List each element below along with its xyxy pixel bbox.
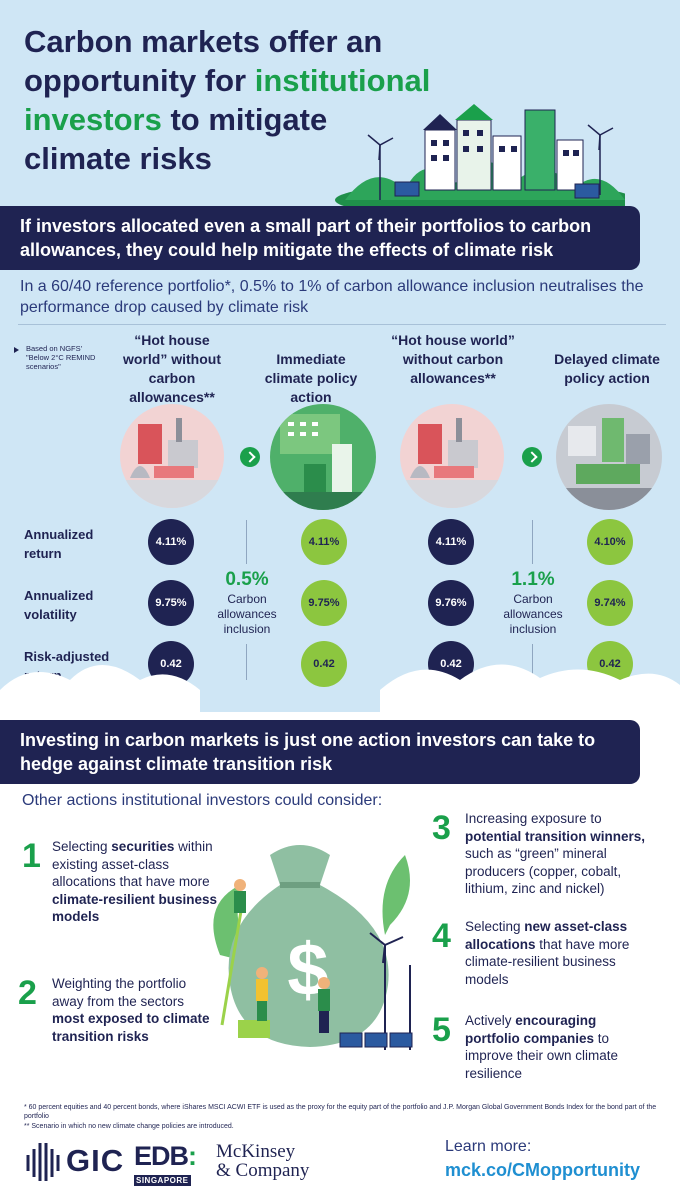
footnote-2: ** Scenario in which no new climate chan…: [24, 1123, 234, 1130]
edb-singapore-logo: EDB: SINGAPORE: [134, 1141, 197, 1186]
metric-bubble: 4.11%: [148, 519, 194, 565]
footnotes: * 60 percent equities and 40 percent bon…: [24, 1103, 664, 1132]
row-label-volatility: Annualized volatility: [24, 588, 94, 622]
other-actions-heading: Other actions institutional investors co…: [22, 792, 383, 809]
column-heading-1: “Hot house world” without carbon allowan…: [123, 332, 221, 405]
inclusion-label-1: 0.5% Carbon allowances inclusion: [217, 569, 277, 636]
green-scene-immediate: [270, 404, 376, 510]
scenario-source-note: Based on NGFS' "Below 2°C REMIND scenari…: [14, 344, 100, 371]
green-city-illustration: [335, 104, 625, 210]
mixed-scene-delayed: [556, 404, 662, 510]
reference-portfolio-note: In a 60/40 reference portfolio*, 0.5% to…: [20, 278, 644, 316]
row-label-return: Annualized return: [24, 527, 94, 561]
metric-bubble: 9.76%: [428, 580, 474, 626]
industrial-scene-2: [400, 404, 504, 508]
gic-logo: GIC: [24, 1141, 123, 1181]
chevron-right-icon: [522, 447, 542, 467]
page-title: Carbon markets offer an opportunity for …: [24, 24, 431, 176]
divider: [18, 324, 666, 325]
metric-bubble: 0.42: [301, 641, 347, 687]
inclusion-label-2: 1.1% Carbon allowances inclusion: [503, 569, 563, 636]
column-heading-4: Delayed climate policy action: [554, 351, 660, 386]
industrial-scene-1: [120, 404, 224, 508]
metric-bubble: 9.75%: [148, 580, 194, 626]
metric-bubble: 4.11%: [301, 519, 347, 565]
metric-bubble: 4.10%: [587, 519, 633, 565]
gic-emblem-icon: [26, 1143, 60, 1181]
column-heading-2: Immediate climate policy action: [264, 351, 358, 405]
money-bag-illustration: $: [213, 845, 413, 1050]
learn-more-label: Learn more:: [445, 1138, 532, 1155]
chevron-right-icon: [240, 447, 260, 467]
learn-more-link[interactable]: mck.co/CMopportunity: [445, 1160, 641, 1180]
divider: [0, 712, 680, 720]
metric-bubble: 9.75%: [301, 580, 347, 626]
column-heading-3: “Hot house world” without carbon allowan…: [391, 332, 515, 386]
mckinsey-logo: McKinsey & Company: [216, 1141, 310, 1181]
metric-bubble: 9.74%: [587, 580, 633, 626]
connector-line: [246, 644, 247, 680]
metric-bubble: 4.11%: [428, 519, 474, 565]
section-banner-1: If investors allocated even a small part…: [0, 206, 640, 270]
section-banner-2: Investing in carbon markets is just one …: [0, 720, 640, 784]
footnote-1: * 60 percent equities and 40 percent bon…: [24, 1104, 657, 1120]
connector-line: [246, 520, 247, 564]
connector-line: [532, 520, 533, 564]
connector-line: [532, 644, 533, 680]
